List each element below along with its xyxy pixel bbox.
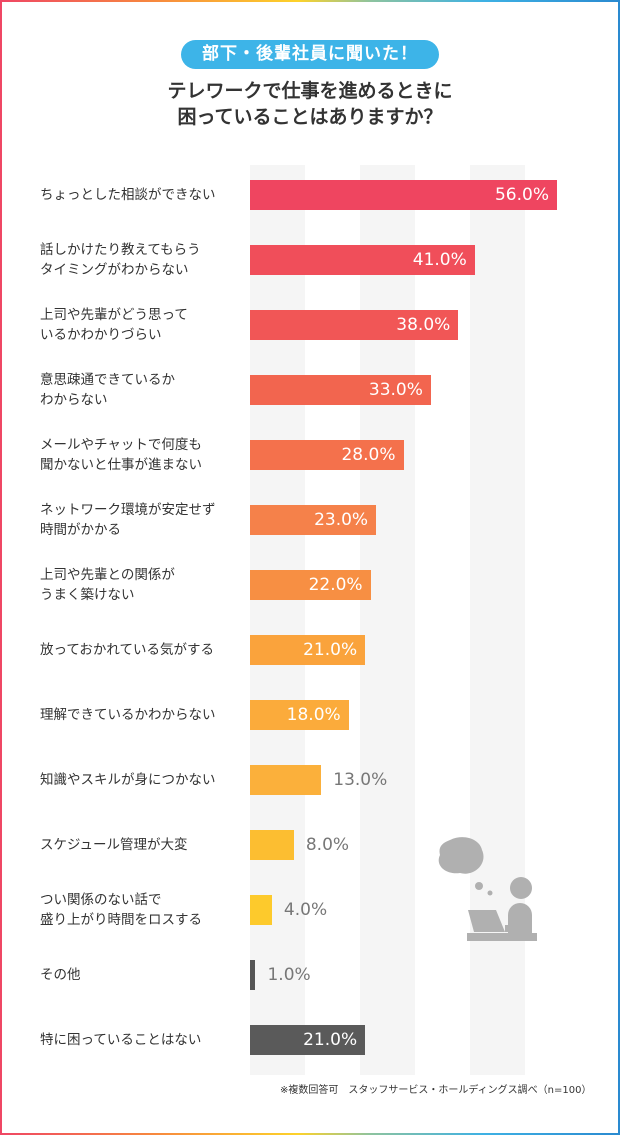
- title-line-1: テレワークで仕事を進めるときに: [167, 80, 453, 102]
- value-label: 56.0%: [494, 185, 549, 205]
- bar: [250, 440, 404, 470]
- category-label: 特に困っていることはない: [40, 1032, 202, 1048]
- value-label: 28.0%: [341, 445, 396, 465]
- bar: [250, 895, 272, 925]
- value-label: 38.0%: [396, 315, 451, 335]
- bar: [250, 635, 366, 665]
- bar: [250, 180, 557, 210]
- category-label: スケジュール管理が大変: [40, 837, 188, 853]
- category-label: 話しかけたり教えてもらう タイミングがわからない: [40, 242, 201, 278]
- value-label: 18.0%: [286, 705, 341, 725]
- category-label: 放っておかれている気がする: [40, 642, 215, 658]
- category-label: 知識やスキルが身につかない: [40, 772, 216, 788]
- bar: [250, 505, 377, 535]
- bar: [250, 960, 256, 990]
- value-label: 8.0%: [305, 835, 350, 855]
- category-label: 理解できているかわからない: [40, 707, 216, 723]
- value-label: 21.0%: [303, 640, 358, 660]
- bar: [250, 1025, 366, 1055]
- value-label: 21.0%: [303, 1030, 358, 1050]
- header-badge: 部下・後輩社員に聞いた！: [181, 40, 439, 69]
- bar: [250, 245, 475, 275]
- person-at-laptop-icon: [438, 837, 537, 941]
- value-label: 33.0%: [368, 380, 423, 400]
- value-label: 13.0%: [333, 770, 388, 790]
- category-label: ネットワーク環境が安定せず 時間がかかる: [40, 502, 216, 538]
- bar: [250, 570, 371, 600]
- category-label: つい関係のない話で 盛り上がり時間をロスする: [40, 892, 202, 928]
- value-label: 23.0%: [314, 510, 369, 530]
- value-label: 4.0%: [283, 900, 328, 920]
- title-line-2: 困っていることはありますか？: [177, 106, 443, 128]
- category-label: ちょっとした相談ができない: [40, 187, 216, 203]
- category-label: 上司や先輩との関係が うまく築けない: [40, 567, 175, 603]
- value-label: 1.0%: [267, 965, 311, 985]
- bar: [250, 375, 431, 405]
- bar: [250, 830, 294, 860]
- category-label: その他: [40, 967, 81, 983]
- grid-stripe: [360, 165, 415, 1075]
- chart-title: テレワークで仕事を進めるときに 困っていることはありますか？: [0, 78, 620, 130]
- bar: [250, 310, 459, 340]
- category-label: 上司や先輩がどう思って いるかわかりづらい: [40, 307, 188, 343]
- footnote: ※複数回答可 スタッフサービス・ホールディングス調べ（n=100）: [280, 1085, 592, 1096]
- bar: [250, 700, 349, 730]
- grid-stripe: [250, 165, 305, 1075]
- value-label: 22.0%: [308, 575, 363, 595]
- value-label: 41.0%: [412, 250, 467, 270]
- category-label: メールやチャットで何度も 聞かないと仕事が進まない: [40, 437, 202, 473]
- category-label: 意思疎通できているか わからない: [40, 372, 175, 408]
- bar: [250, 765, 322, 795]
